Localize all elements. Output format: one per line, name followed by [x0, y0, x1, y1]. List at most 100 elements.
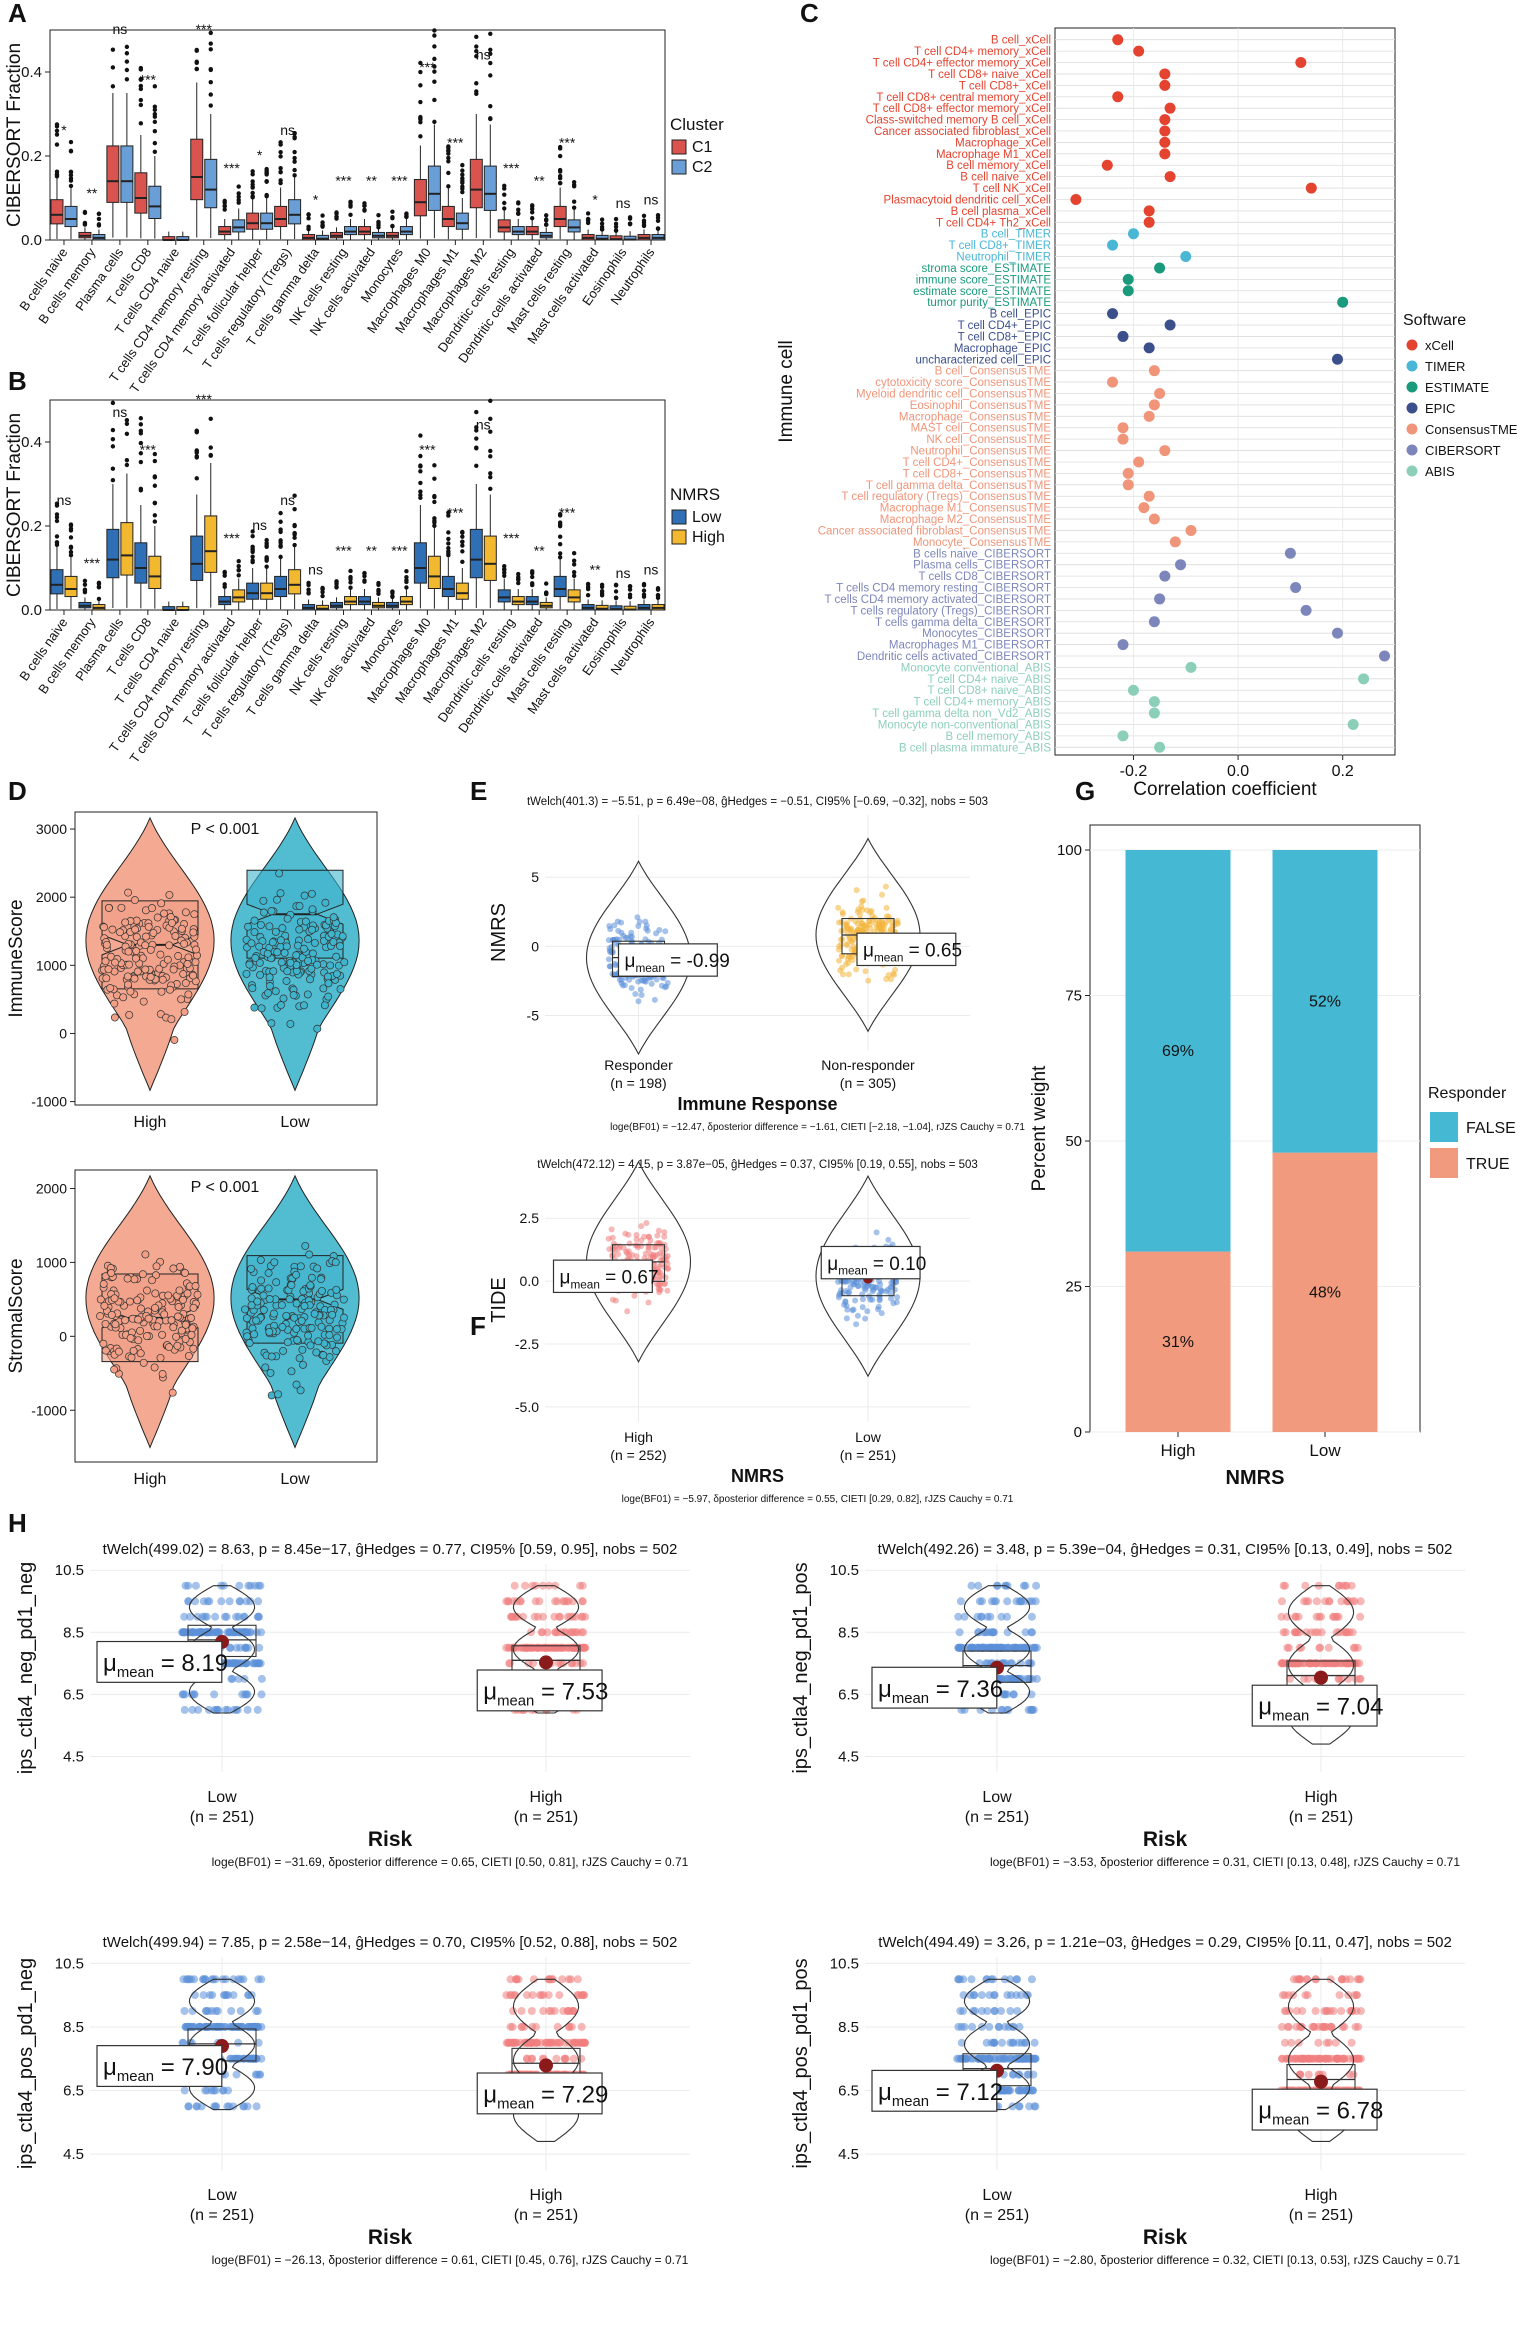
box-outlier [516, 580, 521, 586]
box-outlier [320, 213, 325, 218]
mean-value: 7.04 [1337, 1694, 1384, 1721]
jitter-point [859, 1304, 866, 1311]
jitter-point [282, 1311, 291, 1320]
significance-label: *** [559, 505, 576, 521]
jitter-point [121, 918, 130, 927]
box-outlier [557, 169, 563, 174]
jitter-point [256, 920, 265, 929]
jitter-point [866, 1293, 872, 1300]
jitter-point [170, 1036, 179, 1044]
n-label: (n = 251) [1289, 2207, 1353, 2224]
jitter-point [266, 1368, 275, 1377]
jitter-point [223, 1628, 232, 1637]
jitter-point [618, 919, 625, 926]
jitter-point [1317, 1628, 1326, 1637]
jitter-point [842, 961, 849, 968]
jitter-point [292, 1270, 301, 1279]
jitter-point [977, 1612, 986, 1621]
immune-cell-label: Plasma cells_CIBERSORT [913, 560, 1051, 572]
box-High [204, 515, 218, 573]
jitter-point [127, 1353, 136, 1362]
box-outlier [488, 51, 493, 56]
jitter-point [183, 1289, 192, 1298]
box-outlier [54, 132, 60, 137]
jitter-point [859, 1291, 866, 1298]
jitter-point [263, 949, 272, 958]
jitter-point [285, 1295, 294, 1304]
correlation-point [1070, 193, 1082, 205]
significance-label: *** [559, 135, 576, 151]
jitter-point [187, 1314, 196, 1322]
category-label: High [530, 1789, 563, 1806]
jitter-point [1280, 2007, 1289, 2015]
jitter-point [151, 1289, 160, 1298]
box-outlier [124, 418, 130, 423]
jitter-point [173, 1341, 182, 1350]
jitter-point [265, 922, 274, 931]
jitter-point [177, 924, 186, 933]
box-outlier [278, 510, 283, 516]
jitter-point [148, 1276, 156, 1285]
box-outlier [502, 206, 507, 211]
jitter-point [265, 1327, 274, 1336]
box-outlier [502, 192, 507, 197]
box-High [344, 596, 358, 606]
jitter-point [242, 969, 251, 978]
correlation-point [1154, 593, 1166, 605]
jitter-point [158, 975, 167, 984]
box-outlier [138, 86, 144, 92]
box-outlier [208, 80, 213, 85]
box-outlier [236, 559, 241, 564]
jitter-point [569, 2054, 578, 2063]
box-outlier [516, 201, 521, 206]
box-outlier [68, 148, 74, 154]
jitter-point [298, 1345, 307, 1354]
box-outlier [264, 168, 269, 173]
x-tick-label: 0.0 [1227, 763, 1249, 780]
box-outlier [348, 204, 353, 209]
jitter-point [560, 1597, 569, 1606]
jitter-point [157, 899, 166, 908]
jitter-point [1007, 1991, 1016, 2000]
jitter-point [319, 984, 328, 993]
jitter-point [313, 1264, 322, 1273]
jitter-point [581, 2038, 590, 2047]
box-outlier [110, 84, 116, 89]
stats-title: tWelch(472.12) = 4.15, p = 3.87e−05, ĝHe… [537, 1159, 978, 1171]
significance-label: ns [252, 517, 267, 533]
jitter-point [610, 1240, 617, 1247]
jitter-point [615, 927, 622, 934]
box-outlier [138, 416, 144, 421]
box-outlier [54, 540, 60, 545]
correlation-point [1143, 342, 1155, 354]
box-outlier [110, 47, 116, 52]
jitter-point [255, 1659, 263, 1668]
jitter-point [124, 947, 133, 956]
x-axis-title: Correlation coefficient [1133, 779, 1317, 800]
jitter-point [192, 945, 200, 954]
jitter-point [192, 2102, 201, 2111]
box-outlier [250, 195, 255, 200]
box-outlier [641, 592, 647, 597]
jitter-point [101, 1346, 110, 1355]
jitter-point [102, 940, 111, 949]
box-outlier [474, 425, 479, 430]
box-outlier [250, 184, 255, 190]
stats-footer: loge(BF01) = −31.69, δposterior differen… [212, 1855, 689, 1869]
jitter-point [1032, 1581, 1041, 1590]
box-outlier [222, 573, 227, 578]
category-label: Responder [604, 1057, 673, 1073]
box-outlier [418, 495, 423, 501]
jitter-point [864, 1308, 871, 1315]
jitter-point [635, 923, 642, 929]
jitter-point [183, 960, 192, 968]
jitter-point [126, 1334, 135, 1343]
correlation-point [1117, 639, 1129, 651]
jitter-point [184, 953, 193, 962]
significance-label: *** [391, 172, 408, 188]
correlation-point [1143, 490, 1155, 502]
jitter-point [189, 971, 198, 980]
immune-cell-label: B cell_xCell [991, 35, 1051, 47]
immune-cell-label: Macrophage_xCell [955, 137, 1051, 149]
